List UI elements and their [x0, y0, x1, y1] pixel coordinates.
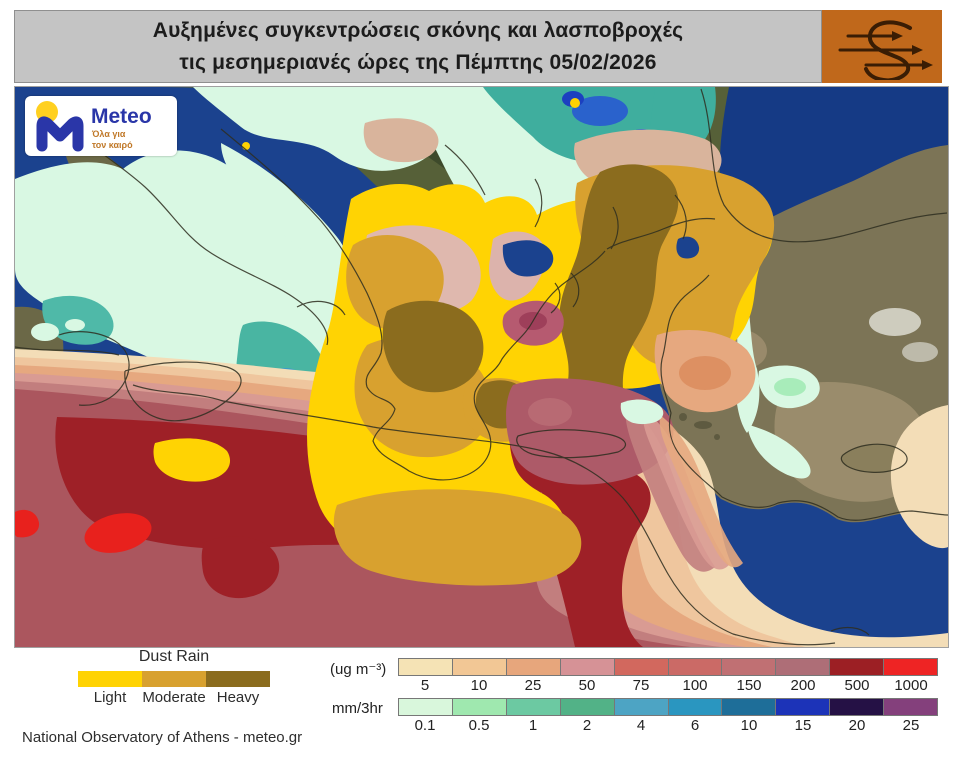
brand-tagline-2: τον καιρό — [92, 140, 133, 150]
dust-wind-icon-box — [822, 10, 942, 83]
precip-tick: 20 — [848, 717, 866, 734]
brand-tagline-1: Όλα για — [92, 129, 126, 139]
label-heavy: Heavy — [216, 689, 260, 706]
conc-tick: 500 — [844, 677, 870, 694]
precip-tick: 10 — [740, 717, 758, 734]
dust-rain-legend: Dust Rain Light Moderate Heavy — [78, 648, 270, 706]
conc-cell — [506, 659, 561, 675]
aegean-dust-cores — [502, 236, 756, 572]
precip-tick: 2 — [582, 717, 592, 734]
precip-cell — [884, 699, 938, 715]
brand-name: Meteo — [91, 105, 152, 128]
precip-tick: 15 — [794, 717, 812, 734]
concentration-colorbar — [398, 658, 938, 676]
land-cyprus — [841, 444, 908, 473]
precip-tick: 0.5 — [468, 717, 490, 734]
conc-tick: 50 — [578, 677, 596, 694]
precip-cell — [830, 699, 885, 715]
title-bar: Αυξημένες συγκεντρώσεις σκόνης και λασπο… — [14, 10, 822, 83]
concentration-ticks: 5 10 25 50 75 100 150 200 500 1000 — [398, 676, 938, 694]
dust-rain-legend-title: Dust Rain — [138, 648, 210, 665]
dust-wind-icon — [838, 19, 933, 80]
precip-tick: 1 — [528, 717, 538, 734]
conc-cell — [452, 659, 507, 675]
coastlines — [15, 88, 948, 646]
conc-cell — [776, 659, 831, 675]
precip-tick: 0.1 — [414, 717, 436, 734]
conc-cell — [830, 659, 885, 675]
conc-cell — [399, 659, 453, 675]
dust-rain-legend-bar — [78, 671, 270, 687]
title-line-2: τις μεσημεριανές ώρες της Πέμπτης 05/02/… — [179, 50, 657, 74]
conc-cell — [560, 659, 615, 675]
conc-tick: 200 — [790, 677, 816, 694]
precip-cell — [776, 699, 831, 715]
conc-tick: 10 — [470, 677, 488, 694]
precip-cell — [722, 699, 777, 715]
precipitation-colorbar — [398, 698, 938, 716]
swatch-light — [78, 671, 142, 687]
label-light: Light — [93, 689, 127, 706]
conc-tick: 75 — [632, 677, 650, 694]
conc-cell — [884, 659, 938, 675]
precip-cell — [506, 699, 561, 715]
forecast-map: Meteo Όλα για τον καιρό — [14, 86, 949, 648]
precipitation-ticks: 0.1 0.5 1 2 4 6 10 15 20 25 — [398, 716, 938, 734]
title-line-1: Αυξημένες συγκεντρώσεις σκόνης και λασπο… — [152, 19, 684, 42]
precip-tick: 4 — [636, 717, 646, 734]
conc-tick: 150 — [736, 677, 762, 694]
conc-tick: 1000 — [894, 677, 928, 694]
conc-cell — [614, 659, 669, 675]
credit-line: National Observatory of Athens - meteo.g… — [22, 729, 303, 746]
precip-cell — [614, 699, 669, 715]
precip-cell — [560, 699, 615, 715]
precip-tick: 6 — [690, 717, 700, 734]
swatch-heavy — [206, 671, 270, 687]
meteo-logo: Meteo Όλα για τον καιρό — [25, 96, 177, 156]
concentration-unit-label: (ug m⁻³) — [330, 661, 387, 678]
meteo-m-icon — [36, 116, 84, 152]
label-moderate: Moderate — [142, 689, 206, 706]
dust-rain-legend-labels: Light Moderate Heavy — [78, 689, 270, 706]
conc-cell — [668, 659, 723, 675]
precipitation-scale: 0.1 0.5 1 2 4 6 10 15 20 25 — [398, 698, 938, 734]
precip-cell — [399, 699, 453, 715]
precip-cell — [452, 699, 507, 715]
conc-cell — [722, 659, 777, 675]
forecast-map-graphic — [15, 87, 948, 647]
conc-tick: 5 — [420, 677, 430, 694]
precip-tick: 25 — [902, 717, 920, 734]
precip-cell — [668, 699, 723, 715]
precipitation-unit-label: mm/3hr — [332, 700, 383, 717]
conc-tick: 25 — [524, 677, 542, 694]
concentration-scale: 5 10 25 50 75 100 150 200 500 1000 — [398, 658, 938, 694]
conc-tick: 100 — [682, 677, 708, 694]
swatch-moderate — [142, 671, 206, 687]
